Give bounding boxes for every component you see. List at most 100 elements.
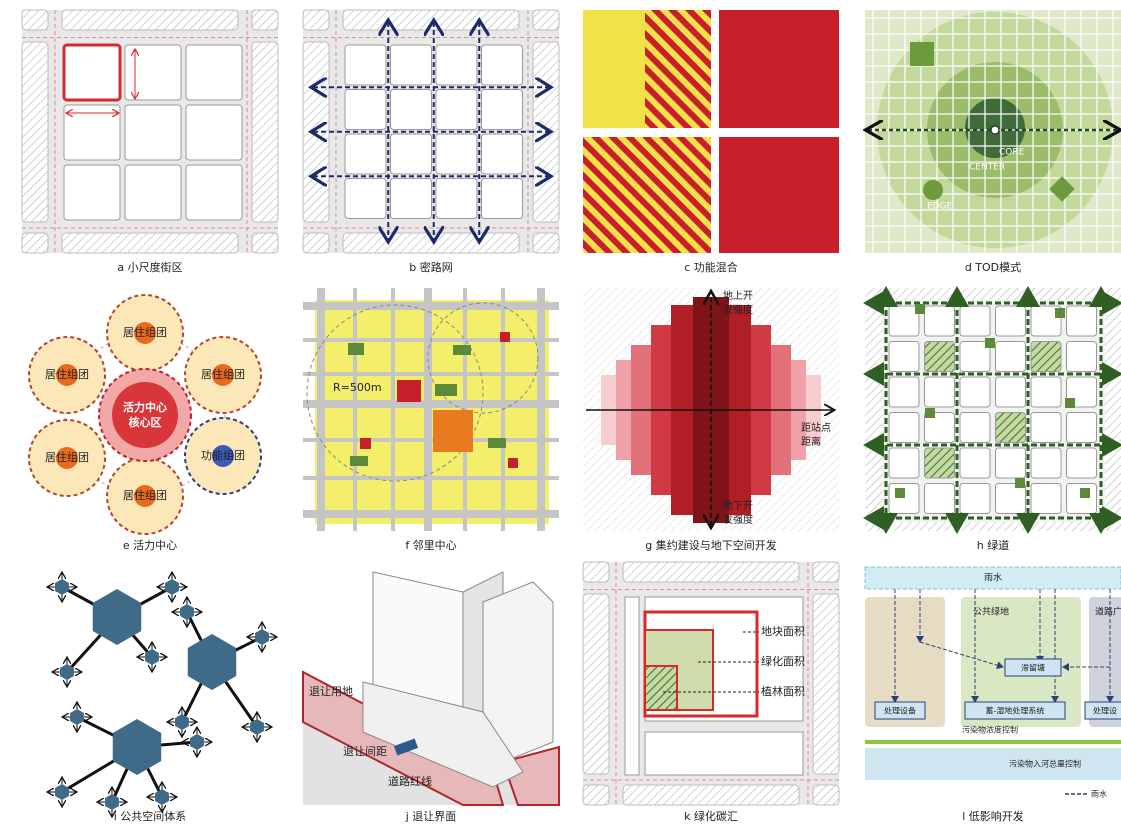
label: 蓄-湿地处理系统 bbox=[986, 706, 1045, 716]
process-box bbox=[874, 701, 926, 720]
zone bbox=[583, 10, 645, 128]
block bbox=[481, 89, 523, 130]
service-radius bbox=[306, 304, 484, 482]
label: 核心区 bbox=[129, 415, 162, 429]
green-node bbox=[985, 338, 995, 348]
hatched-block bbox=[342, 9, 520, 31]
river-bar bbox=[865, 748, 1121, 780]
block bbox=[995, 412, 1026, 443]
green bbox=[348, 343, 364, 355]
hatched-block bbox=[622, 784, 800, 806]
label: 公共绿地 bbox=[973, 606, 1009, 618]
small-space bbox=[60, 664, 74, 680]
green bbox=[453, 345, 471, 355]
panel bbox=[302, 9, 560, 254]
process-box bbox=[1084, 701, 1121, 720]
block bbox=[995, 305, 1026, 337]
core bbox=[112, 382, 178, 448]
label: EDGE bbox=[927, 202, 953, 212]
panel bbox=[863, 286, 1121, 534]
hatched-block bbox=[582, 561, 610, 583]
block bbox=[481, 44, 523, 86]
label: 地块面积 bbox=[761, 625, 805, 638]
dot bbox=[56, 364, 78, 386]
hatched-block bbox=[21, 41, 49, 223]
green-node bbox=[1065, 398, 1075, 408]
block bbox=[344, 133, 387, 175]
label: 居住组团 bbox=[123, 488, 167, 502]
block bbox=[435, 178, 478, 219]
label: 距离 bbox=[801, 435, 821, 448]
hatched-block bbox=[61, 232, 239, 254]
block bbox=[435, 89, 478, 130]
road bbox=[303, 438, 559, 442]
block bbox=[124, 164, 182, 221]
block bbox=[1066, 305, 1097, 337]
label: 雨水 bbox=[984, 572, 1002, 584]
station bbox=[990, 125, 1000, 135]
block bbox=[390, 133, 432, 175]
road bbox=[317, 288, 325, 531]
block bbox=[924, 483, 955, 514]
block bbox=[1066, 447, 1097, 479]
hatched-block bbox=[622, 561, 800, 583]
hatched-block bbox=[342, 232, 520, 254]
block bbox=[344, 44, 387, 86]
caption: f 邻里中心 bbox=[405, 539, 456, 552]
block bbox=[924, 447, 955, 479]
setback-land bbox=[501, 745, 560, 806]
small-space bbox=[175, 714, 189, 730]
block bbox=[644, 731, 804, 776]
zone bbox=[719, 137, 839, 253]
block bbox=[481, 178, 523, 219]
block bbox=[959, 412, 991, 443]
block bbox=[481, 133, 523, 175]
small-space bbox=[250, 719, 264, 735]
road bbox=[303, 400, 559, 408]
label: 处理设 bbox=[1093, 706, 1117, 716]
caption: h 绿道 bbox=[977, 538, 1009, 552]
caption: j 退让界面 bbox=[405, 810, 457, 823]
caption: k 绿化碳汇 bbox=[684, 809, 738, 823]
green bbox=[488, 438, 506, 448]
small-space bbox=[145, 649, 159, 665]
hatched-block bbox=[582, 784, 610, 806]
label: 地下开 bbox=[723, 499, 753, 512]
label: 距站点 bbox=[801, 421, 831, 434]
forest-area bbox=[644, 665, 678, 711]
block bbox=[344, 178, 387, 219]
block bbox=[390, 89, 432, 130]
label: 处理设备 bbox=[884, 706, 916, 716]
road bbox=[303, 476, 559, 480]
label: 退让用地 bbox=[309, 685, 353, 698]
label: 居住组团 bbox=[45, 367, 89, 381]
zone bbox=[583, 137, 711, 253]
process-box bbox=[964, 701, 1066, 720]
block bbox=[924, 341, 955, 372]
road bbox=[353, 288, 357, 531]
label: 活力中心 bbox=[123, 400, 167, 414]
small-space bbox=[105, 794, 119, 810]
block bbox=[185, 164, 243, 221]
road bbox=[537, 288, 545, 531]
block bbox=[390, 178, 432, 219]
block bbox=[1030, 376, 1062, 408]
hatched-block bbox=[532, 9, 560, 31]
label: 居住组团 bbox=[201, 367, 245, 381]
road bbox=[303, 302, 559, 310]
block bbox=[124, 104, 182, 161]
block bbox=[959, 483, 991, 514]
green-node bbox=[925, 408, 935, 418]
caption: d TOD模式 bbox=[965, 261, 1021, 274]
dot bbox=[212, 445, 234, 467]
label: 地上开 bbox=[723, 289, 753, 302]
guide-ring bbox=[64, 334, 226, 496]
road bbox=[424, 288, 432, 531]
panel: CORE CENTER EDGE bbox=[865, 10, 1121, 253]
caption: a 小尺度街区 bbox=[117, 260, 182, 274]
hatched-block bbox=[582, 593, 610, 775]
block bbox=[435, 44, 478, 86]
